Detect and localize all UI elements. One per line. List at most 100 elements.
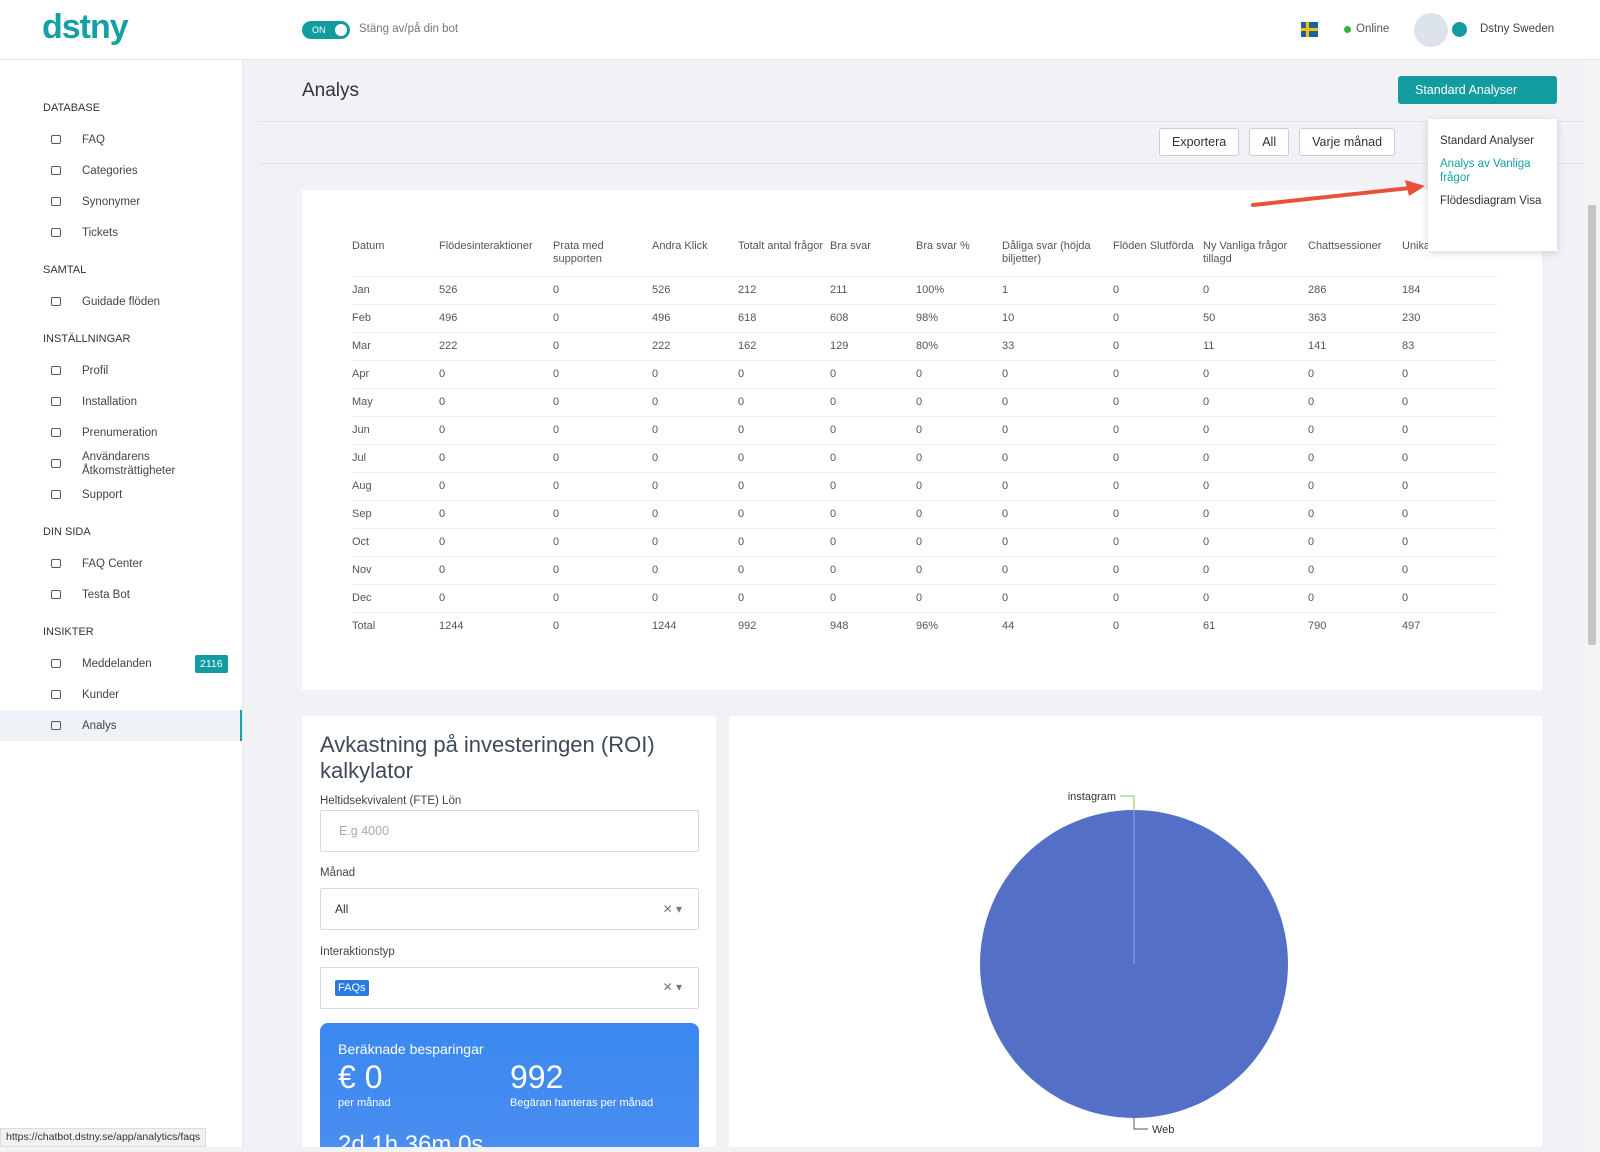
- pie-label: Web: [1152, 1124, 1174, 1136]
- filter-button[interactable]: Exportera: [1159, 128, 1240, 156]
- logo[interactable]: dstny: [42, 8, 129, 46]
- type-label: Interaktionstyp: [320, 946, 395, 958]
- nav-item[interactable]: Testa Bot: [0, 579, 242, 610]
- analysis-button[interactable]: Standard Analyser: [1398, 76, 1557, 104]
- table-cell: 44: [1002, 611, 1113, 640]
- pie-label: instagram: [1068, 791, 1116, 803]
- table-cell: 0: [553, 415, 652, 444]
- table-cell: 1: [1002, 275, 1113, 304]
- table-cell: 0: [652, 555, 738, 584]
- amount-label: per månad: [338, 1097, 391, 1109]
- column-header: Bra svar %: [916, 240, 970, 252]
- table-row: Oct 0 0 0 0 0 0 0 0 0 0 0: [352, 527, 1497, 556]
- nav-item[interactable]: Prenumeration: [0, 417, 242, 448]
- nav-item[interactable]: Kunder: [0, 679, 242, 710]
- table-cell: 0: [439, 471, 553, 500]
- dropdown-item[interactable]: Flödesdiagram Visa: [1440, 195, 1542, 207]
- table-cell: 526: [439, 275, 553, 304]
- table-cell: 0: [1203, 527, 1308, 556]
- table-cell: 0: [1002, 555, 1113, 584]
- table-cell: Dec: [352, 583, 439, 612]
- table-cell: 0: [1113, 415, 1203, 444]
- flag[interactable]: [1301, 22, 1318, 37]
- nav-item[interactable]: Analys: [0, 710, 242, 741]
- table-cell: 0: [652, 415, 738, 444]
- table-cell: 0: [1203, 499, 1308, 528]
- table-cell: 80%: [916, 331, 1002, 360]
- nav-label: FAQ Center: [82, 557, 143, 570]
- table-cell: 0: [1308, 499, 1402, 528]
- bot-toggle[interactable]: ON: [302, 21, 350, 39]
- savings-time: 2d 1h 36m 0s: [338, 1131, 484, 1147]
- table-cell: Nov: [352, 555, 439, 584]
- dropdown-item[interactable]: Analys av Vanliga frågor: [1440, 158, 1531, 184]
- table-cell: 0: [439, 555, 553, 584]
- table-cell: 0: [1002, 583, 1113, 612]
- section-title: DATABASE: [43, 102, 101, 114]
- avatar[interactable]: [1414, 13, 1448, 47]
- filters: Exportera All Varje månad: [1159, 128, 1396, 156]
- table-cell: Oct: [352, 527, 439, 556]
- table-cell: 0: [916, 443, 1002, 472]
- table-cell: 0: [830, 583, 916, 612]
- table-cell: 0: [916, 387, 1002, 416]
- nav-item[interactable]: Profil: [0, 355, 242, 386]
- toggle-label: Stäng av/på din bot: [359, 23, 459, 35]
- user-name[interactable]: Dstny Sweden: [1480, 23, 1555, 35]
- type-select[interactable]: FAQs ✕ ▾: [320, 967, 699, 1009]
- nav-item[interactable]: Categories: [0, 155, 242, 186]
- nav-item[interactable]: Meddelanden 2116: [0, 648, 242, 679]
- filter-button[interactable]: All: [1249, 128, 1290, 156]
- status[interactable]: Online: [1356, 23, 1390, 35]
- table-cell: 0: [738, 471, 830, 500]
- table-cell: 0: [916, 415, 1002, 444]
- nav-item[interactable]: Guidade flöden: [0, 286, 242, 317]
- table-cell: 0: [652, 583, 738, 612]
- table-cell: 222: [439, 331, 553, 360]
- filter-button[interactable]: Varje månad: [1299, 128, 1396, 156]
- nav-label: Synonymer: [82, 195, 141, 208]
- table-cell: 0: [1203, 415, 1308, 444]
- table-cell: 0: [553, 331, 652, 360]
- arrow-annotation: [1251, 180, 1425, 207]
- table-cell: 286: [1308, 275, 1402, 304]
- table-row: Jan 526 0 526 212 211 100% 1 0 0 286 184: [352, 275, 1497, 304]
- table-row: Apr 0 0 0 0 0 0 0 0 0 0 0: [352, 359, 1497, 388]
- table-cell: 0: [439, 359, 553, 388]
- dropdown-item[interactable]: Standard Analyser: [1440, 135, 1534, 147]
- table-cell: 10: [1002, 303, 1113, 332]
- fte-input[interactable]: E.g 4000: [320, 810, 699, 852]
- pie-card: instagram Web: [729, 716, 1542, 1147]
- table-cell: 526: [652, 275, 738, 304]
- column-header: Flöden Slutförda: [1113, 240, 1194, 252]
- nav-label: Användarens Åtkomsträttigheter: [82, 450, 176, 477]
- column-header: Prata med supporten: [553, 240, 604, 265]
- table-cell: 0: [1402, 387, 1497, 416]
- table-cell: 0: [830, 443, 916, 472]
- table-cell: 0: [652, 499, 738, 528]
- nav-item[interactable]: FAQ: [0, 124, 242, 155]
- table-cell: 0: [830, 499, 916, 528]
- table-cell: 0: [1002, 415, 1113, 444]
- sidebar: DATABASE FAQ Categories Synonymer Tickets SAM…: [0, 60, 243, 1147]
- nav-item[interactable]: Synonymer: [0, 186, 242, 217]
- month-select[interactable]: All ✕ ▾: [320, 888, 699, 930]
- column-header: Andra Klick: [652, 240, 708, 252]
- table-cell: 0: [1203, 583, 1308, 612]
- table-cell: 0: [439, 527, 553, 556]
- nav-item[interactable]: FAQ Center: [0, 548, 242, 579]
- table-cell: 0: [1402, 583, 1497, 612]
- nav-item[interactable]: Tickets: [0, 217, 242, 248]
- table-cell: 0: [652, 527, 738, 556]
- table-cell: 50: [1203, 303, 1308, 332]
- nav-item[interactable]: Användarens Åtkomsträttigheter: [0, 448, 242, 479]
- status-url: https://chatbot.dstny.se/app/analytics/f…: [0, 1128, 207, 1147]
- nav-item[interactable]: Support: [0, 479, 242, 510]
- table-cell: 496: [652, 303, 738, 332]
- nav-item[interactable]: Installation: [0, 386, 242, 417]
- nav-label: Categories: [82, 164, 138, 177]
- toggle-text: ON: [312, 25, 326, 35]
- nav-label: Analys: [82, 719, 117, 732]
- table-cell: 0: [652, 443, 738, 472]
- table-cell: 0: [738, 443, 830, 472]
